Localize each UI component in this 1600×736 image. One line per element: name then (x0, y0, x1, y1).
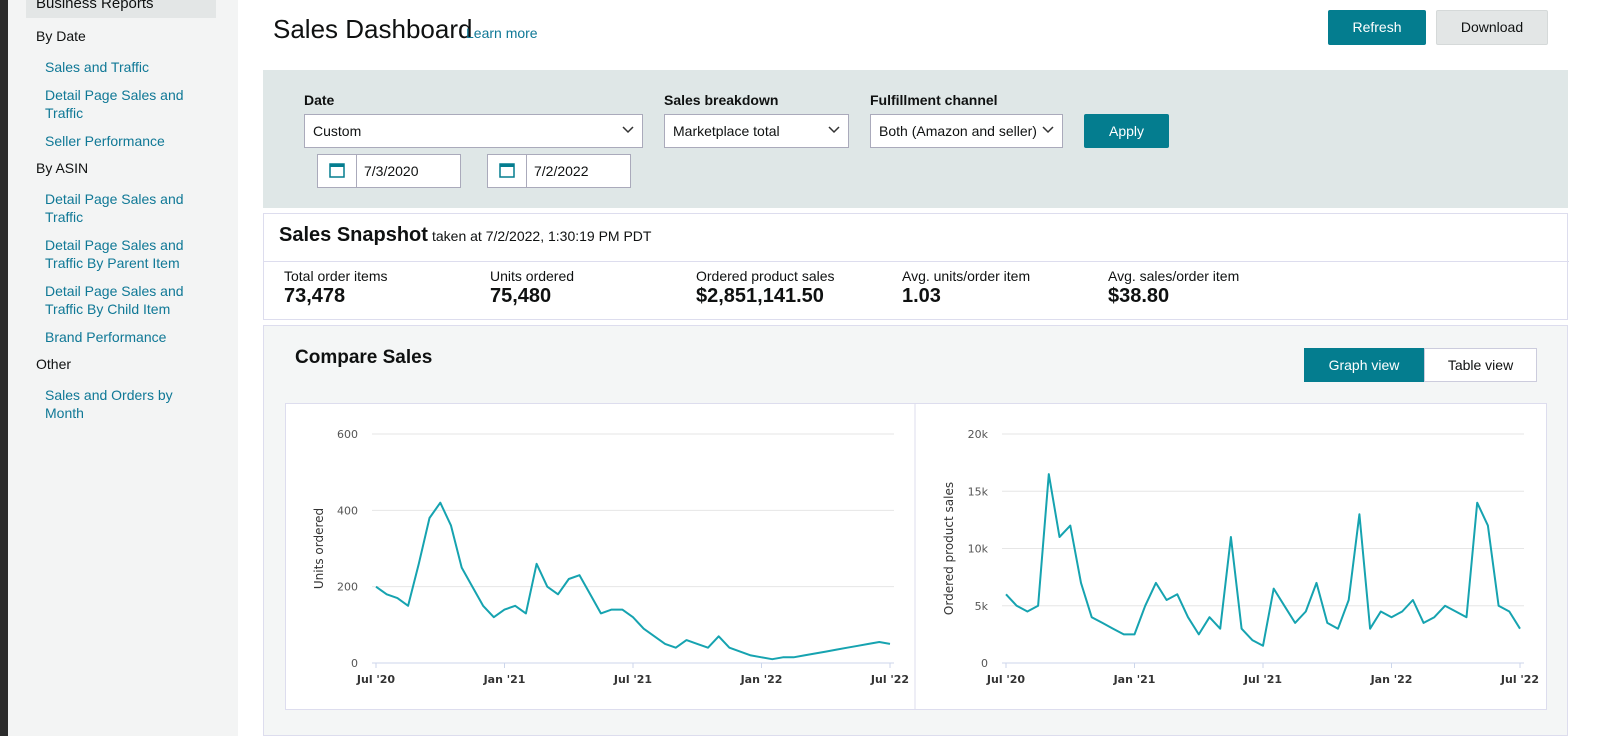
snapshot-title: Sales Snapshot (279, 224, 428, 246)
compare-title: Compare Sales (295, 347, 433, 368)
metric: Ordered product sales $2,851,141.50 (696, 268, 835, 308)
data-line (375, 501, 891, 661)
divider (264, 261, 1569, 262)
metric-label: Units ordered (490, 268, 575, 284)
sidebar-link[interactable]: Detail Page Sales and Traffic By Child I… (45, 283, 184, 317)
y-axis-label: Ordered product sales (942, 482, 956, 615)
sidebar-link[interactable]: Detail Page Sales and Traffic By Parent … (45, 237, 184, 271)
x-tick-label: Jul '22 (870, 673, 909, 686)
sales-snapshot: Sales Snapshot taken at 7/2/2022, 1:30:1… (263, 213, 1569, 320)
metric: Units ordered 75,480 (490, 268, 574, 308)
x-tick-label: Jul '21 (613, 673, 652, 686)
metric-label: Total order items (284, 268, 388, 284)
fulfillment-select[interactable]: Both (Amazon and seller) (870, 114, 1063, 148)
metric-value: $2,851,141.50 (696, 285, 824, 307)
sidebar-top[interactable]: Business Reports (26, 0, 216, 18)
sidebar-link[interactable]: Sales and Orders by Month (45, 387, 173, 421)
sidebar-heading: Other (36, 356, 72, 372)
x-tick-label: Jan '22 (1370, 673, 1413, 686)
sidebar-link[interactable]: Sales and Traffic (45, 59, 150, 75)
snapshot-time: taken at 7/2/2022, 1:30:19 PM PDT (432, 228, 652, 244)
metric-value: 75,480 (490, 285, 552, 307)
date-value: 7/3/2020 (364, 163, 419, 179)
end-date-input[interactable]: 7/2/2022 (487, 154, 631, 188)
y-tick-label: 0 (351, 657, 358, 670)
y-tick-label: 10k (968, 543, 989, 556)
x-tick-label: Jan '21 (1113, 673, 1156, 686)
sidebar-group: By Date Sales and Traffic Detail Page Sale… (36, 28, 236, 150)
sidebar-groups: By Date Sales and Traffic Detail Page Sale… (36, 26, 236, 432)
y-tick-label: 0 (981, 657, 988, 670)
metric-label: Avg. sales/order item (1108, 268, 1240, 284)
y-tick-label: 15k (968, 485, 989, 498)
metric-value: 1.03 (902, 285, 941, 307)
window-edge (0, 0, 8, 736)
start-date-input[interactable]: 7/3/2020 (317, 154, 461, 188)
page-title: Sales Dashboard (273, 14, 473, 44)
chart-frame (285, 403, 1547, 710)
y-tick-label: 600 (337, 428, 358, 441)
charts: 0 200 400 600 Jul '20 Jan '21 Jul '21 Jan '22 Ju… (285, 403, 1547, 710)
metric: Avg. sales/order item $38.80 (1108, 268, 1239, 308)
data-line (1005, 473, 1521, 647)
date-select[interactable]: Custom (304, 114, 643, 148)
filter-panel: Date Custom Sales breakdown Marketplace … (263, 70, 1568, 208)
select-value: Both (Amazon and seller) (879, 123, 1037, 139)
select-value: Custom (313, 123, 362, 139)
x-tick-label: Jul '20 (356, 673, 396, 686)
sidebar-heading: By ASIN (36, 160, 89, 176)
y-tick-label: 20k (968, 428, 989, 441)
sidebar-group: Other Sales and Orders by Month (36, 356, 236, 422)
breakdown-select[interactable]: Marketplace total (664, 114, 849, 148)
metric-value: $38.80 (1108, 285, 1170, 307)
apply-button[interactable]: Apply (1084, 114, 1169, 148)
metric: Total order items 73,478 (284, 268, 387, 308)
y-tick-label: 400 (337, 504, 358, 517)
x-tick-label: Jan '21 (483, 673, 526, 686)
metric: Avg. units/order item 1.03 (902, 268, 1030, 308)
chevron (622, 126, 634, 134)
chevron (828, 126, 840, 134)
sidebar-link[interactable]: Seller Performance (45, 133, 165, 149)
metric-label: Avg. units/order item (902, 268, 1031, 284)
learn-more-link[interactable]: Learn more (466, 25, 538, 41)
table-view-button[interactable]: Table view (1424, 348, 1537, 382)
sidebar-link[interactable]: Brand Performance (45, 329, 167, 345)
refresh-button[interactable]: Refresh (1328, 10, 1426, 45)
sidebar-heading: By Date (36, 28, 86, 44)
x-tick-label: Jul '20 (986, 673, 1026, 686)
chevron (1042, 126, 1054, 134)
date-value: 7/2/2022 (534, 163, 589, 179)
sidebar-group: By ASIN Detail Page Sales and Traffic Deta… (36, 160, 236, 346)
sidebar-link[interactable]: Detail Page Sales and Traffic (45, 87, 184, 121)
y-axis-label: Units ordered (312, 508, 326, 589)
metric-label: Ordered product sales (696, 268, 835, 284)
fulfillment-label: Fulfillment channel (870, 92, 998, 108)
sidebar-link[interactable]: Detail Page Sales and Traffic (45, 191, 184, 225)
graph-view-button[interactable]: Graph view (1304, 348, 1424, 382)
y-tick-label: 5k (975, 600, 989, 613)
metric-value: 73,478 (284, 285, 346, 307)
x-tick-label: Jul '22 (1500, 673, 1539, 686)
select-value: Marketplace total (673, 123, 780, 139)
calendar-icon[interactable] (318, 155, 357, 187)
breakdown-label: Sales breakdown (664, 92, 779, 108)
calendar-icon[interactable] (488, 155, 527, 187)
y-tick-label: 200 (337, 581, 358, 594)
download-button[interactable]: Download (1436, 10, 1548, 45)
date-label: Date (304, 92, 335, 108)
sidebar: Business Reports By Date Sales and Traffi… (8, 0, 238, 736)
x-tick-label: Jan '22 (740, 673, 783, 686)
x-tick-label: Jul '21 (1243, 673, 1282, 686)
